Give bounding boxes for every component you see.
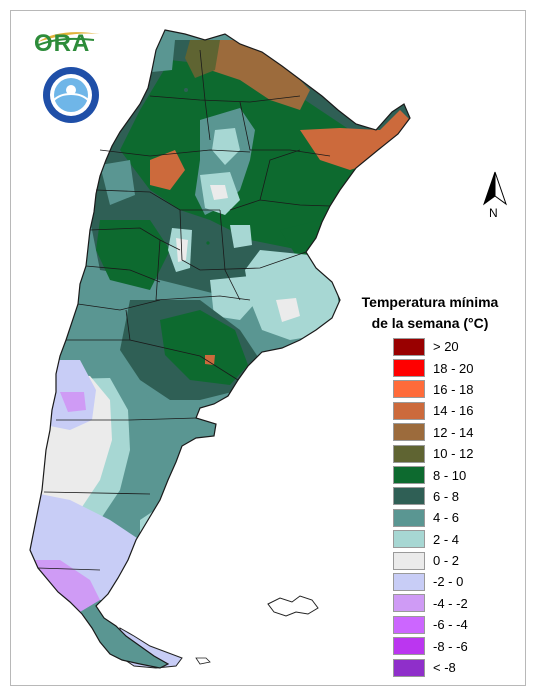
ora-logo-text: ORA (34, 30, 91, 57)
legend-swatch (393, 401, 425, 420)
legend-item: 8 - 10 (393, 464, 493, 485)
legend-item: -8 - -6 (393, 635, 493, 656)
legend-item: > 20 (393, 336, 493, 357)
legend-title: Temperatura mínima de la semana (°C) (332, 292, 528, 334)
north-arrow-icon (483, 171, 507, 206)
legend-item: 12 - 14 (393, 422, 493, 443)
legend-item: 6 - 8 (393, 486, 493, 507)
north-arrow: N (480, 170, 510, 222)
legend-label: -6 - -4 (433, 617, 468, 633)
legend-swatch (393, 380, 425, 399)
legend-label: 6 - 8 (433, 488, 460, 504)
smn-seal-graphic (43, 67, 99, 123)
legend-swatch (393, 508, 425, 527)
legend-item: 4 - 6 (393, 507, 493, 528)
legend-swatch (393, 487, 425, 506)
legend-label: 12 - 14 (433, 424, 474, 440)
province-boundaries (37, 49, 331, 571)
legend-label: 8 - 10 (433, 467, 467, 483)
legend: > 20 18 - 20 16 - 18 14 - 16 12 - 14 10 - 12 8… (393, 336, 493, 678)
legend-label: 16 - 18 (433, 381, 474, 397)
smn-seal (42, 66, 100, 124)
legend-label: < -8 (433, 660, 456, 676)
ora-logo: ORA (34, 26, 106, 57)
legend-item: < -8 (393, 657, 493, 678)
legend-item: 18 - 20 (393, 357, 493, 378)
legend-swatch (393, 572, 425, 591)
legend-title-line1: Temperatura mínima (361, 294, 499, 310)
legend-swatch (393, 637, 425, 656)
legend-label: 14 - 16 (433, 403, 474, 419)
legend-label: 4 - 6 (433, 510, 460, 526)
legend-swatch (393, 594, 425, 613)
legend-label: 18 - 20 (433, 360, 474, 376)
map-details (184, 88, 210, 245)
legend-item: -2 - 0 (393, 571, 493, 592)
legend-swatch (393, 444, 425, 463)
legend-item: 10 - 12 (393, 443, 493, 464)
legend-swatch (393, 337, 425, 356)
legend-title-line2: de la semana (°C) (371, 315, 489, 331)
north-label: N (489, 206, 498, 220)
legend-label: -8 - -6 (433, 638, 468, 654)
legend-item: 16 - 18 (393, 379, 493, 400)
legend-item: 2 - 4 (393, 529, 493, 550)
malvinas-islands (267, 595, 319, 617)
legend-label: 2 - 4 (433, 531, 460, 547)
legend-item: -4 - -2 (393, 593, 493, 614)
legend-item: -6 - -4 (393, 614, 493, 635)
legend-swatch (393, 615, 425, 634)
legend-swatch (393, 423, 425, 442)
legend-swatch (393, 551, 425, 570)
legend-label: -4 - -2 (433, 595, 468, 611)
legend-swatch (393, 530, 425, 549)
legend-label: > 20 (433, 339, 459, 355)
legend-swatch (393, 466, 425, 485)
ora-logo-graphic (35, 32, 100, 47)
legend-item: 14 - 16 (393, 400, 493, 421)
legend-label: -2 - 0 (433, 574, 464, 590)
legend-label: 10 - 12 (433, 446, 474, 462)
legend-swatch (393, 359, 425, 378)
legend-item: 0 - 2 (393, 550, 493, 571)
legend-label: 0 - 2 (433, 553, 460, 569)
legend-swatch (393, 658, 425, 677)
